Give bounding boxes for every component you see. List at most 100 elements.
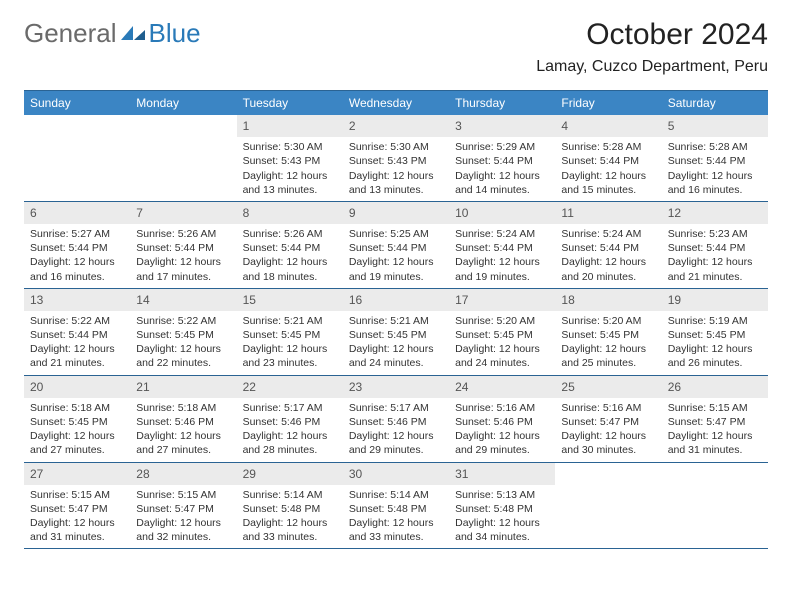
calendar-cell: 13Sunrise: 5:22 AMSunset: 5:44 PMDayligh… (24, 288, 130, 375)
day-details: Sunrise: 5:30 AMSunset: 5:43 PMDaylight:… (343, 137, 449, 201)
calendar-cell: 28Sunrise: 5:15 AMSunset: 5:47 PMDayligh… (130, 462, 236, 548)
day-details: Sunrise: 5:16 AMSunset: 5:47 PMDaylight:… (555, 398, 661, 462)
calendar-cell: 6Sunrise: 5:27 AMSunset: 5:44 PMDaylight… (24, 201, 130, 288)
day-number: 2 (343, 115, 449, 137)
calendar-row: 6Sunrise: 5:27 AMSunset: 5:44 PMDaylight… (24, 201, 768, 288)
day-number: 9 (343, 202, 449, 224)
calendar-cell: 25Sunrise: 5:16 AMSunset: 5:47 PMDayligh… (555, 375, 661, 462)
day-number: 4 (555, 115, 661, 137)
calendar-cell: 16Sunrise: 5:21 AMSunset: 5:45 PMDayligh… (343, 288, 449, 375)
day-number: 31 (449, 463, 555, 485)
day-details: Sunrise: 5:14 AMSunset: 5:48 PMDaylight:… (343, 485, 449, 549)
calendar-cell: 5Sunrise: 5:28 AMSunset: 5:44 PMDaylight… (662, 115, 768, 201)
logo-text-blue: Blue (149, 18, 201, 49)
calendar-row: 27Sunrise: 5:15 AMSunset: 5:47 PMDayligh… (24, 462, 768, 548)
weekday-header: Friday (555, 91, 661, 115)
logo-sail-icon (119, 24, 147, 44)
calendar-cell: 2Sunrise: 5:30 AMSunset: 5:43 PMDaylight… (343, 115, 449, 201)
day-details: Sunrise: 5:26 AMSunset: 5:44 PMDaylight:… (237, 224, 343, 288)
weekday-header: Tuesday (237, 91, 343, 115)
day-number: 3 (449, 115, 555, 137)
day-number: 7 (130, 202, 236, 224)
day-number: 27 (24, 463, 130, 485)
calendar-cell: 4Sunrise: 5:28 AMSunset: 5:44 PMDaylight… (555, 115, 661, 201)
day-details: Sunrise: 5:17 AMSunset: 5:46 PMDaylight:… (237, 398, 343, 462)
calendar-cell: 18Sunrise: 5:20 AMSunset: 5:45 PMDayligh… (555, 288, 661, 375)
day-details: Sunrise: 5:15 AMSunset: 5:47 PMDaylight:… (24, 485, 130, 549)
day-details: Sunrise: 5:18 AMSunset: 5:45 PMDaylight:… (24, 398, 130, 462)
day-number: 10 (449, 202, 555, 224)
day-details: Sunrise: 5:15 AMSunset: 5:47 PMDaylight:… (662, 398, 768, 462)
day-details: Sunrise: 5:29 AMSunset: 5:44 PMDaylight:… (449, 137, 555, 201)
calendar-cell: 27Sunrise: 5:15 AMSunset: 5:47 PMDayligh… (24, 462, 130, 548)
day-number: 15 (237, 289, 343, 311)
weekday-header: Saturday (662, 91, 768, 115)
day-number: 23 (343, 376, 449, 398)
title-block: October 2024 Lamay, Cuzco Department, Pe… (536, 18, 768, 76)
calendar-row: 20Sunrise: 5:18 AMSunset: 5:45 PMDayligh… (24, 375, 768, 462)
day-details: Sunrise: 5:26 AMSunset: 5:44 PMDaylight:… (130, 224, 236, 288)
calendar-row: ....1Sunrise: 5:30 AMSunset: 5:43 PMDayl… (24, 115, 768, 201)
day-number: 22 (237, 376, 343, 398)
calendar-cell: 12Sunrise: 5:23 AMSunset: 5:44 PMDayligh… (662, 201, 768, 288)
logo-text-general: General (24, 18, 117, 49)
calendar-row: 13Sunrise: 5:22 AMSunset: 5:44 PMDayligh… (24, 288, 768, 375)
calendar-cell: 8Sunrise: 5:26 AMSunset: 5:44 PMDaylight… (237, 201, 343, 288)
day-number: 14 (130, 289, 236, 311)
day-number: 18 (555, 289, 661, 311)
day-details: Sunrise: 5:23 AMSunset: 5:44 PMDaylight:… (662, 224, 768, 288)
day-number: 25 (555, 376, 661, 398)
day-details: Sunrise: 5:22 AMSunset: 5:44 PMDaylight:… (24, 311, 130, 375)
calendar-cell: 17Sunrise: 5:20 AMSunset: 5:45 PMDayligh… (449, 288, 555, 375)
day-number: 30 (343, 463, 449, 485)
day-number: 29 (237, 463, 343, 485)
calendar-cell: 29Sunrise: 5:14 AMSunset: 5:48 PMDayligh… (237, 462, 343, 548)
day-number: 12 (662, 202, 768, 224)
weekday-header: Wednesday (343, 91, 449, 115)
month-title: October 2024 (536, 18, 768, 52)
calendar-container: SundayMondayTuesdayWednesdayThursdayFrid… (24, 90, 768, 549)
day-details: Sunrise: 5:28 AMSunset: 5:44 PMDaylight:… (555, 137, 661, 201)
day-number: 21 (130, 376, 236, 398)
day-number: 24 (449, 376, 555, 398)
calendar-cell: 1Sunrise: 5:30 AMSunset: 5:43 PMDaylight… (237, 115, 343, 201)
calendar-cell: 26Sunrise: 5:15 AMSunset: 5:47 PMDayligh… (662, 375, 768, 462)
calendar-cell: .. (555, 462, 661, 548)
day-details: Sunrise: 5:24 AMSunset: 5:44 PMDaylight:… (555, 224, 661, 288)
header: General Blue October 2024 Lamay, Cuzco D… (24, 18, 768, 76)
day-number: 13 (24, 289, 130, 311)
day-number: 6 (24, 202, 130, 224)
calendar-cell: .. (24, 115, 130, 201)
day-details: Sunrise: 5:22 AMSunset: 5:45 PMDaylight:… (130, 311, 236, 375)
location-text: Lamay, Cuzco Department, Peru (536, 58, 768, 76)
weekday-header: Monday (130, 91, 236, 115)
day-number: 11 (555, 202, 661, 224)
calendar-cell: 7Sunrise: 5:26 AMSunset: 5:44 PMDaylight… (130, 201, 236, 288)
day-details: Sunrise: 5:16 AMSunset: 5:46 PMDaylight:… (449, 398, 555, 462)
calendar-cell: 11Sunrise: 5:24 AMSunset: 5:44 PMDayligh… (555, 201, 661, 288)
day-details: Sunrise: 5:19 AMSunset: 5:45 PMDaylight:… (662, 311, 768, 375)
day-number: 26 (662, 376, 768, 398)
calendar-cell: 23Sunrise: 5:17 AMSunset: 5:46 PMDayligh… (343, 375, 449, 462)
calendar-cell: .. (130, 115, 236, 201)
calendar-cell: 15Sunrise: 5:21 AMSunset: 5:45 PMDayligh… (237, 288, 343, 375)
logo: General Blue (24, 18, 201, 49)
day-details: Sunrise: 5:13 AMSunset: 5:48 PMDaylight:… (449, 485, 555, 549)
day-details: Sunrise: 5:14 AMSunset: 5:48 PMDaylight:… (237, 485, 343, 549)
day-details: Sunrise: 5:20 AMSunset: 5:45 PMDaylight:… (449, 311, 555, 375)
calendar-head: SundayMondayTuesdayWednesdayThursdayFrid… (24, 91, 768, 115)
calendar-cell: 19Sunrise: 5:19 AMSunset: 5:45 PMDayligh… (662, 288, 768, 375)
day-details: Sunrise: 5:20 AMSunset: 5:45 PMDaylight:… (555, 311, 661, 375)
calendar-cell: 10Sunrise: 5:24 AMSunset: 5:44 PMDayligh… (449, 201, 555, 288)
day-details: Sunrise: 5:27 AMSunset: 5:44 PMDaylight:… (24, 224, 130, 288)
day-number: 16 (343, 289, 449, 311)
calendar-cell: 14Sunrise: 5:22 AMSunset: 5:45 PMDayligh… (130, 288, 236, 375)
day-number: 5 (662, 115, 768, 137)
calendar-cell: 30Sunrise: 5:14 AMSunset: 5:48 PMDayligh… (343, 462, 449, 548)
calendar-cell: 24Sunrise: 5:16 AMSunset: 5:46 PMDayligh… (449, 375, 555, 462)
calendar-cell: 9Sunrise: 5:25 AMSunset: 5:44 PMDaylight… (343, 201, 449, 288)
day-details: Sunrise: 5:30 AMSunset: 5:43 PMDaylight:… (237, 137, 343, 201)
calendar-cell: 21Sunrise: 5:18 AMSunset: 5:46 PMDayligh… (130, 375, 236, 462)
calendar-cell: 31Sunrise: 5:13 AMSunset: 5:48 PMDayligh… (449, 462, 555, 548)
calendar-cell: 20Sunrise: 5:18 AMSunset: 5:45 PMDayligh… (24, 375, 130, 462)
